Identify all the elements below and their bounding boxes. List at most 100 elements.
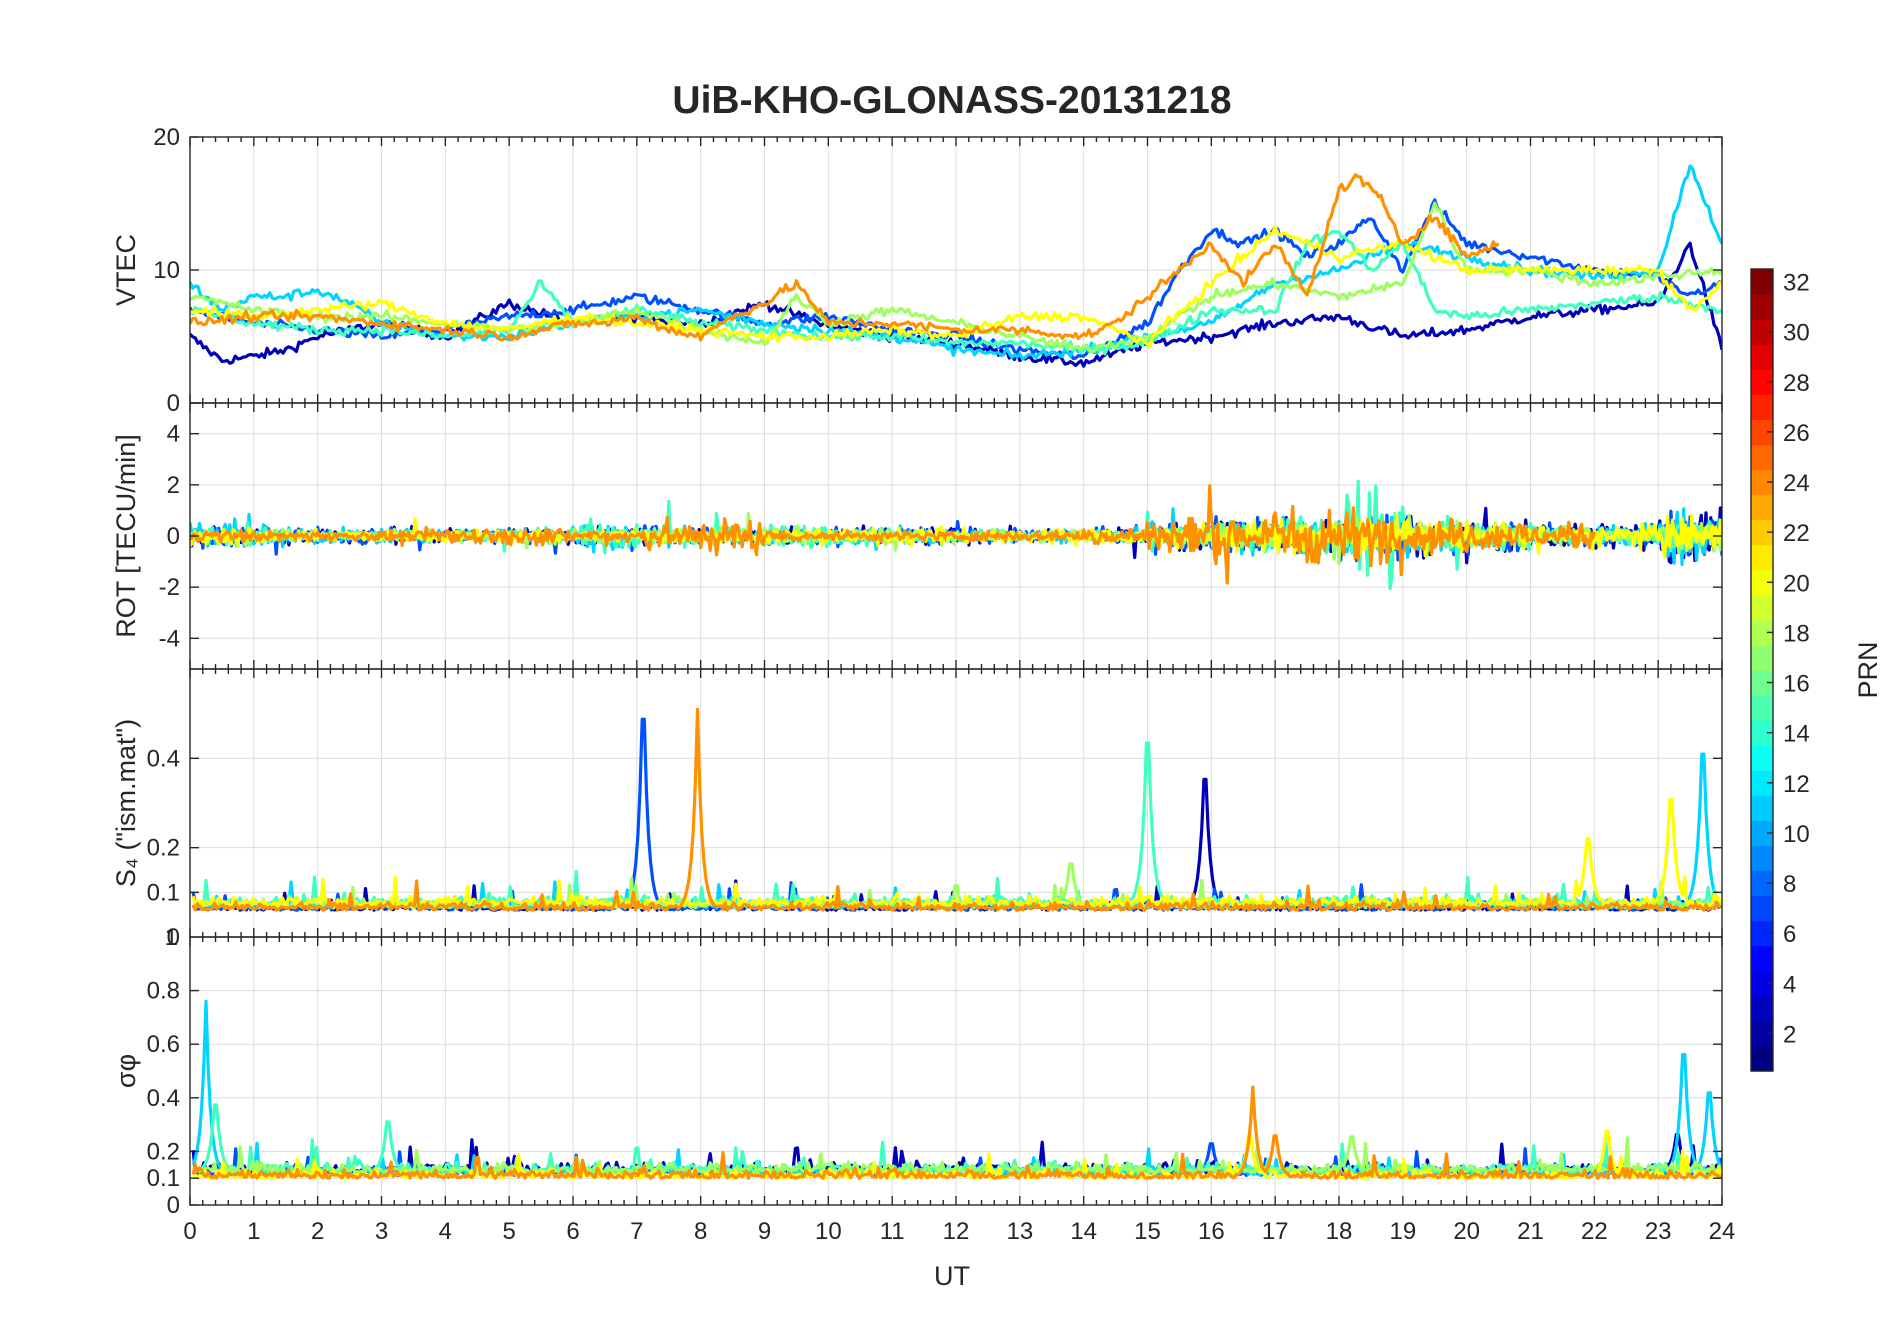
colorbar-segment	[1751, 469, 1773, 496]
colorbar-tick-label: 16	[1783, 671, 1810, 698]
y-tick-label: 0.8	[147, 978, 180, 1005]
colorbar-segment	[1751, 544, 1773, 571]
series-prn-23	[190, 484, 1596, 585]
colorbar-tick-label: 12	[1783, 771, 1810, 798]
colorbar-segment	[1751, 269, 1773, 295]
x-tick-label: 1	[247, 1218, 260, 1245]
x-tick-label: 12	[943, 1218, 970, 1245]
colorbar-segment	[1751, 494, 1773, 521]
series-prn-23	[190, 173, 1500, 342]
y-tick-label: 1	[165, 924, 178, 951]
colorbar-segment	[1751, 695, 1773, 721]
colorbar-segment	[1751, 720, 1773, 746]
y-tick-label: 0.6	[147, 1031, 180, 1058]
panel-sigma: 00.10.2 0.4 0.6 0.8 σφ	[111, 936, 1723, 1219]
y-tick-label: 2	[167, 472, 180, 499]
colorbar-segment	[1751, 1045, 1773, 1072]
colorbar-tick-label: 6	[1783, 921, 1796, 948]
colorbar-segment	[1751, 1020, 1773, 1047]
colorbar-tick-label: 26	[1783, 420, 1810, 447]
x-tick-label: 0	[183, 1218, 196, 1245]
colorbar-segment	[1751, 394, 1773, 420]
y-tick-label: 0	[167, 390, 180, 417]
y-tick-label: 0.4	[147, 1085, 180, 1112]
series-prn-15	[192, 741, 1722, 908]
panel-rot-series	[190, 479, 1722, 591]
x-tick-label: 5	[502, 1218, 515, 1245]
colorbar-segment	[1751, 770, 1773, 796]
series-prn-20	[191, 798, 1722, 908]
colorbar-tick-label: 28	[1783, 370, 1810, 397]
x-tick-label: 4	[439, 1218, 452, 1245]
colorbar-tick-label: 24	[1783, 470, 1810, 497]
colorbar-tick-label: 10	[1783, 821, 1810, 848]
colorbar-segment	[1751, 970, 1773, 997]
colorbar-tick-label: 14	[1783, 721, 1810, 748]
colorbar-segment	[1751, 369, 1773, 395]
x-tick-label: 23	[1645, 1218, 1672, 1245]
y-tick-label: -2	[159, 574, 180, 601]
colorbar-segment	[1751, 319, 1773, 345]
series-prn-20	[190, 225, 1722, 348]
y-tick-label: -4	[159, 625, 180, 652]
x-tick-label: 6	[566, 1218, 579, 1245]
colorbar-segment	[1751, 519, 1773, 546]
x-tick-label: 20	[1453, 1218, 1480, 1245]
colorbar-segment	[1751, 644, 1773, 671]
colorbar-segment	[1751, 670, 1773, 696]
y-axis-label: VTEC	[111, 234, 141, 306]
x-tick-label: 16	[1198, 1218, 1225, 1245]
colorbar-segment	[1751, 895, 1773, 922]
colorbar-segment	[1751, 344, 1773, 370]
x-tick-label: 24	[1709, 1218, 1736, 1245]
x-tick-label: 19	[1389, 1218, 1416, 1245]
panel-rot: -4 -2 0 2 4 ROT [TECU/min]	[111, 402, 1723, 670]
colorbar-segment	[1751, 444, 1773, 471]
colorbar-tick-label: 8	[1783, 871, 1796, 898]
panel-s4: 0.1 0.2 0.4 01 S₄ ("ism.mat")	[111, 668, 1723, 951]
colorbar-tick-label: 18	[1783, 620, 1810, 647]
y-axis-label: ROT [TECU/min]	[111, 434, 141, 638]
x-tick-label: 14	[1070, 1218, 1097, 1245]
colorbar-segment	[1751, 795, 1773, 821]
x-axis-label: UT	[934, 1261, 970, 1291]
x-tick-label: 10	[815, 1218, 842, 1245]
series-prn-7	[191, 717, 1722, 912]
x-tick-label: 22	[1581, 1218, 1608, 1245]
chart-title: UiB-KHO-GLONASS-20131218	[672, 79, 1231, 122]
colorbar-segment	[1751, 745, 1773, 771]
x-tick-label: 18	[1326, 1218, 1353, 1245]
series-prn-11	[191, 999, 1722, 1178]
x-tick-label: 2	[311, 1218, 324, 1245]
panel-vtec: 0 10 20 VTEC	[111, 124, 1723, 417]
colorbar-segment	[1751, 920, 1773, 947]
colorbar-tick-label: 22	[1783, 520, 1810, 547]
colorbar-tick-label: 30	[1783, 320, 1810, 347]
panel-sigma-series	[191, 999, 1722, 1180]
x-tick-label: 15	[1134, 1218, 1161, 1245]
colorbar-tick-label: 4	[1783, 971, 1796, 998]
y-tick-label: 0.1	[147, 1165, 180, 1192]
colorbar-frame	[1750, 268, 1774, 1072]
series-prn-18	[192, 1135, 1722, 1175]
panel-s4-series	[191, 707, 1722, 912]
x-tick-label: 21	[1517, 1218, 1544, 1245]
colorbar-tick-label: 2	[1783, 1021, 1796, 1048]
x-tick-label: 8	[694, 1218, 707, 1245]
y-tick-label: 0	[167, 1192, 180, 1219]
colorbar-label: PRN	[1853, 641, 1883, 698]
panel-vtec-series	[190, 164, 1722, 368]
y-tick-label: 0.2	[147, 835, 180, 862]
colorbar-segment	[1751, 594, 1773, 621]
series-prn-23	[191, 1085, 1722, 1180]
x-tick-label: 3	[375, 1218, 388, 1245]
y-tick-label: 0.4	[147, 745, 180, 772]
colorbar-segment	[1751, 419, 1773, 446]
series-prn-15	[192, 1103, 1722, 1175]
x-tick-label: 7	[630, 1218, 643, 1245]
y-tick-label: 0	[167, 924, 180, 951]
y-tick-label: 0.1	[147, 879, 180, 906]
colorbar-segment	[1751, 820, 1773, 847]
colorbar-segment	[1751, 619, 1773, 646]
